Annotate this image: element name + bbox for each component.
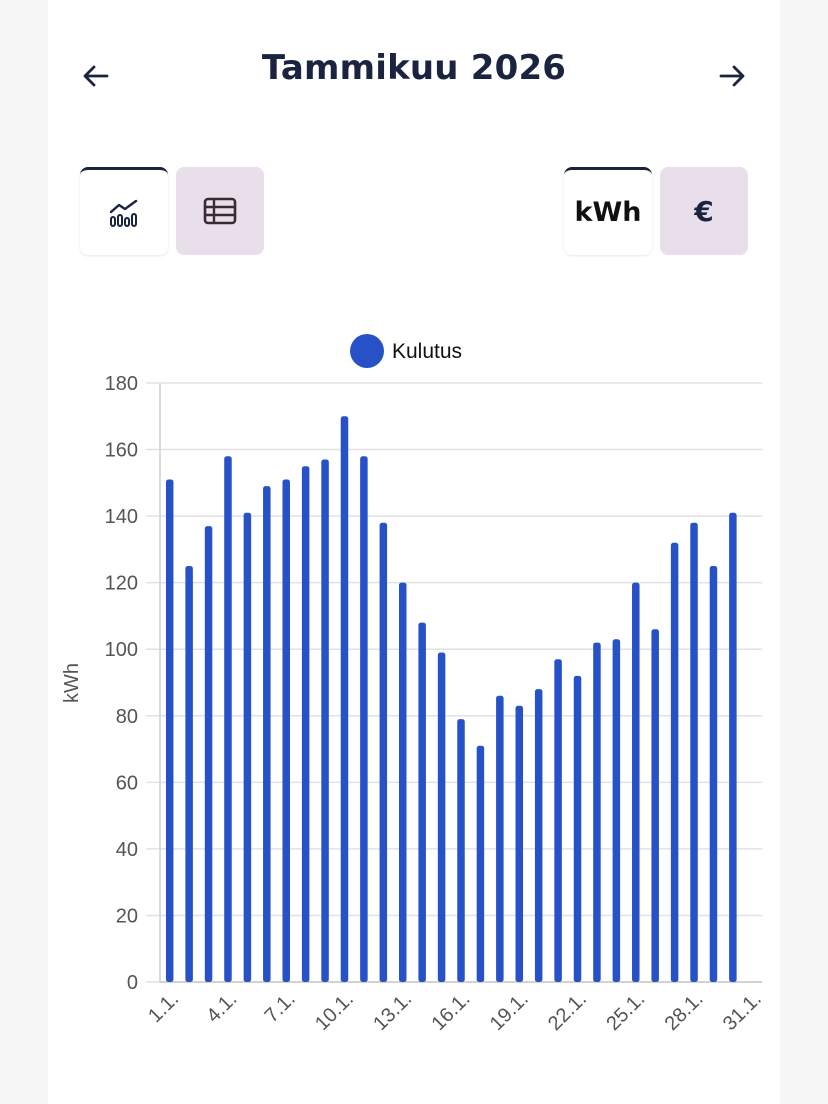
kwh-unit-button[interactable]: kWh <box>564 167 652 255</box>
arrow-left-icon <box>83 65 109 87</box>
page-title: Tammikuu 2026 <box>261 48 567 88</box>
month-panel: Tammikuu 2026 kWh € <box>48 0 780 1104</box>
table-icon <box>203 197 237 225</box>
previous-month-button[interactable] <box>74 54 118 98</box>
euro-label: € <box>694 194 714 228</box>
table-view-button[interactable] <box>176 167 264 255</box>
arrow-right-icon <box>719 65 745 87</box>
next-month-button[interactable] <box>710 54 754 98</box>
header: Tammikuu 2026 <box>48 40 780 110</box>
line-chart-icon <box>109 199 138 227</box>
kwh-label: kWh <box>574 197 642 228</box>
chart-view-button[interactable] <box>80 167 168 255</box>
euro-unit-button[interactable]: € <box>660 167 748 255</box>
